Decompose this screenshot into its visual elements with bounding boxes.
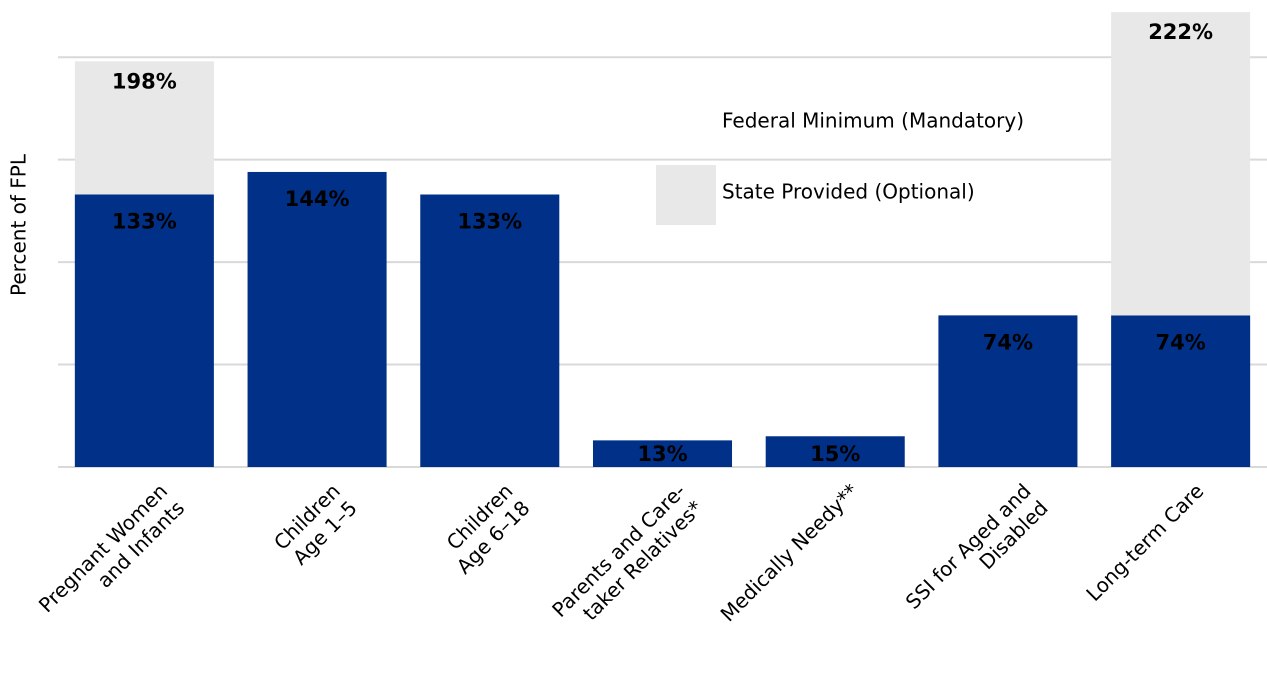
- x-tick-label: ChildrenAge 6–18: [434, 478, 534, 578]
- data-label: 74%: [983, 330, 1033, 354]
- total-label: 222%: [1148, 20, 1213, 44]
- x-tick-label-line: Long-term Care: [1081, 478, 1208, 605]
- data-label: 133%: [457, 209, 522, 233]
- legend-label: Federal Minimum (Mandatory): [722, 109, 1024, 133]
- x-tick-label: Pregnant Womenand Infants: [33, 478, 188, 633]
- x-tick-label-line: Medically Needy**: [715, 478, 862, 625]
- legend-label: State Provided (Optional): [722, 180, 975, 204]
- x-tick-label: Medically Needy**: [715, 478, 862, 625]
- bar-segment: [74, 194, 214, 467]
- bar-segment: [1111, 12, 1251, 316]
- bar-segment: [247, 171, 387, 467]
- bar-segment: [938, 315, 1078, 467]
- bar-segment: [592, 440, 733, 467]
- data-label: 144%: [285, 187, 350, 211]
- data-label: 133%: [112, 209, 177, 233]
- legend-swatch: [656, 165, 716, 225]
- x-tick-label: SSI for Aged andDisabled: [900, 478, 1052, 630]
- bar-segment: [1111, 315, 1251, 467]
- bar-segment: [74, 61, 214, 195]
- bar-segment: [420, 194, 560, 467]
- data-label: 13%: [637, 442, 687, 466]
- x-tick-label: Long-term Care: [1081, 478, 1208, 605]
- x-tick-label: Parents and Care-taker Relatives*: [547, 478, 707, 638]
- bar-segment: [765, 436, 905, 467]
- data-label: 15%: [810, 442, 860, 466]
- total-label: 198%: [112, 69, 177, 93]
- x-tick-label: ChildrenAge 1–5: [269, 478, 362, 571]
- y-axis-label: Percent of FPL: [7, 153, 31, 296]
- data-label: 74%: [1156, 330, 1206, 354]
